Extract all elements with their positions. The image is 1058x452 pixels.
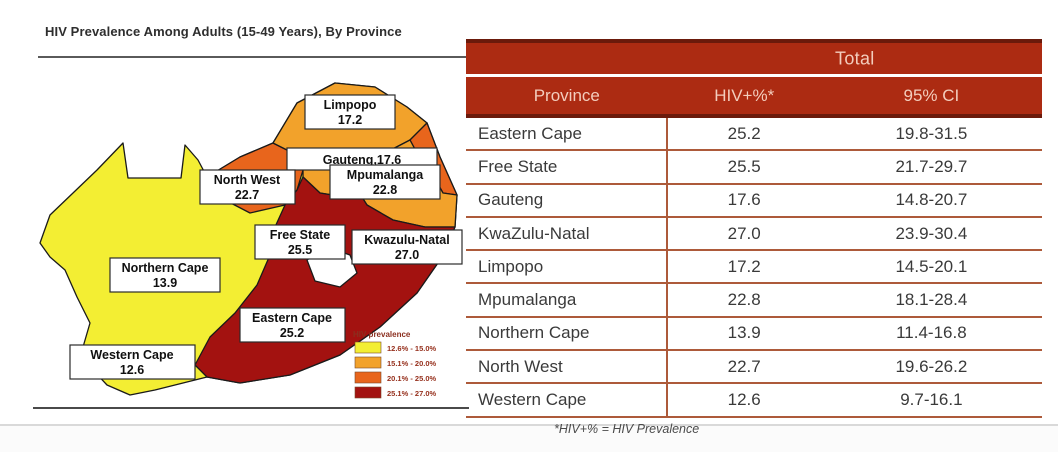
svg-text:17.2: 17.2	[338, 113, 362, 127]
prevalence-table: Total Province HIV+%* 95% CI Eastern Cap…	[466, 39, 1042, 436]
title-underline	[38, 56, 468, 58]
svg-text:North West: North West	[214, 173, 281, 187]
table-row: North West 22.7 19.6-26.2	[466, 351, 1042, 385]
svg-text:20.1% - 25.0%: 20.1% - 25.0%	[387, 374, 437, 383]
legend-swatch-amber	[354, 356, 382, 369]
page-bottom-rule	[0, 424, 1058, 426]
table-footnote: *HIV+% = HIV Prevalence	[554, 421, 700, 436]
total-header-label: Total	[835, 48, 875, 68]
svg-text:Limpopo: Limpopo	[324, 98, 377, 112]
map-label-kwazulu-natal: Kwazulu-Natal 27.0	[351, 229, 463, 265]
map-legend: HIV prevalence 12.6% - 15.0% 15.1% - 20.…	[353, 330, 437, 399]
legend-swatch-yellow	[354, 341, 382, 354]
table-total-header: Total	[466, 43, 1042, 74]
map-label-north-west: North West 22.7	[199, 169, 296, 205]
svg-text:25.1% - 27.0%: 25.1% - 27.0%	[387, 389, 437, 398]
south-africa-choropleth-map: Limpopo 17.2 Gauteng,17.6 North West 22.…	[39, 82, 463, 399]
table-row: Mpumalanga 22.8 18.1-28.4	[466, 284, 1042, 318]
figure-title: HIV Prevalence Among Adults (15-49 Years…	[45, 24, 402, 39]
map-bottom-rule	[33, 407, 469, 409]
table-column-headers: Province HIV+%* 95% CI	[466, 77, 1042, 114]
legend-title: HIV prevalence	[353, 330, 411, 339]
svg-text:12.6% - 15.0%: 12.6% - 15.0%	[387, 344, 437, 353]
svg-text:Western Cape: Western Cape	[90, 348, 173, 362]
svg-text:Free State: Free State	[270, 228, 330, 242]
map-label-mpumalanga: Mpumalanga 22.8	[329, 164, 441, 200]
svg-text:Gauteng,17.6: Gauteng,17.6	[323, 153, 402, 167]
map-label-free-state: Free State 25.5	[254, 224, 346, 260]
map-label-limpopo: Limpopo 17.2	[304, 94, 396, 130]
page-margin	[0, 426, 1058, 452]
header-gap	[466, 74, 1042, 77]
table-row: Gauteng 17.6 14.8-20.7	[466, 184, 1042, 218]
svg-text:12.6: 12.6	[120, 363, 144, 377]
table-row: KwaZulu-Natal 27.0 23.9-30.4	[466, 217, 1042, 252]
col-header-province: Province	[533, 85, 600, 105]
col-header-ci: 95% CI	[903, 85, 960, 105]
svg-text:Mpumalanga: Mpumalanga	[347, 168, 424, 182]
svg-text:Northern Cape: Northern Cape	[122, 261, 209, 275]
header-bottom-border	[466, 114, 1042, 118]
svg-text:22.8: 22.8	[373, 183, 397, 197]
svg-text:13.9: 13.9	[153, 276, 177, 290]
table-row: Western Cape 12.6 9.7-16.1	[466, 384, 1042, 418]
legend-swatch-dark-red	[354, 386, 382, 399]
map-label-eastern-cape: Eastern Cape 25.2	[239, 307, 346, 343]
table-row: Eastern Cape 25.2 19.8-31.5	[466, 118, 1042, 152]
svg-text:25.5: 25.5	[288, 243, 312, 257]
svg-text:22.7: 22.7	[235, 188, 259, 202]
table-row: Free State 25.5 21.7-29.7	[466, 151, 1042, 185]
map-label-western-cape: Western Cape 12.6	[69, 344, 196, 380]
svg-text:Kwazulu-Natal: Kwazulu-Natal	[364, 233, 449, 247]
svg-text:Eastern Cape: Eastern Cape	[252, 311, 332, 325]
svg-text:15.1% - 20.0%: 15.1% - 20.0%	[387, 359, 437, 368]
table-row: Limpopo 17.2 14.5-20.1	[466, 251, 1042, 285]
col-header-hiv-pct: HIV+%*	[714, 85, 775, 105]
legend-swatch-orange	[354, 371, 382, 384]
svg-text:25.2: 25.2	[280, 326, 304, 340]
map-label-northern-cape: Northern Cape 13.9	[109, 257, 221, 293]
svg-text:27.0: 27.0	[395, 248, 419, 262]
table-top-border	[466, 39, 1042, 43]
table-row: Northern Cape 13.9 11.4-16.8	[466, 317, 1042, 352]
